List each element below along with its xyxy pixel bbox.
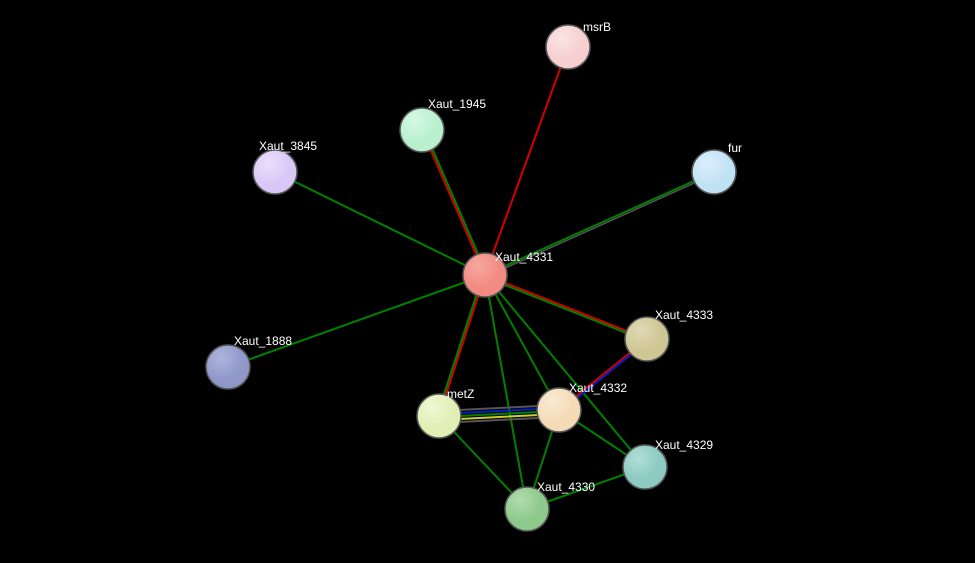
edge-Xaut_4331-Xaut_1888 — [228, 275, 485, 367]
edge-Xaut_4331-Xaut_4330 — [485, 275, 527, 509]
node-fur[interactable] — [692, 150, 736, 194]
edge-Xaut_4331-Xaut_3845 — [275, 172, 485, 275]
edge-Xaut_4331-Xaut_1945 — [422, 130, 485, 275]
edge-Xaut_4331-Xaut_4329 — [485, 275, 645, 467]
edge-Xaut_4331-Xaut_4333 — [485, 275, 647, 339]
label-metZ: metZ — [447, 387, 474, 401]
edge-Xaut_4331-msrB — [485, 47, 568, 275]
network-graph: Xaut_4331 msrB Xaut_1945 Xaut_3845 fur Xaut_1… — [0, 0, 975, 563]
node-Xaut_4333[interactable] — [625, 317, 669, 361]
node-Xaut_3845[interactable] — [253, 150, 297, 194]
edge-Xaut_4331-Xaut_4333 — [484, 277, 646, 341]
edge-Xaut_4331-Xaut_1945 — [424, 129, 487, 274]
node-Xaut_1945[interactable] — [400, 108, 444, 152]
node-Xaut_1888[interactable] — [206, 345, 250, 389]
label-Xaut_3845: Xaut_3845 — [259, 139, 317, 153]
label-Xaut_4329: Xaut_4329 — [655, 438, 713, 452]
label-Xaut_4330: Xaut_4330 — [537, 480, 595, 494]
label-Xaut_1945: Xaut_1945 — [428, 97, 486, 111]
label-fur: fur — [728, 141, 742, 155]
label-Xaut_4331: Xaut_4331 — [495, 250, 553, 264]
label-Xaut_4333: Xaut_4333 — [655, 308, 713, 322]
label-msrB: msrB — [583, 20, 611, 34]
label-Xaut_1888: Xaut_1888 — [234, 334, 292, 348]
label-Xaut_4332: Xaut_4332 — [569, 381, 627, 395]
